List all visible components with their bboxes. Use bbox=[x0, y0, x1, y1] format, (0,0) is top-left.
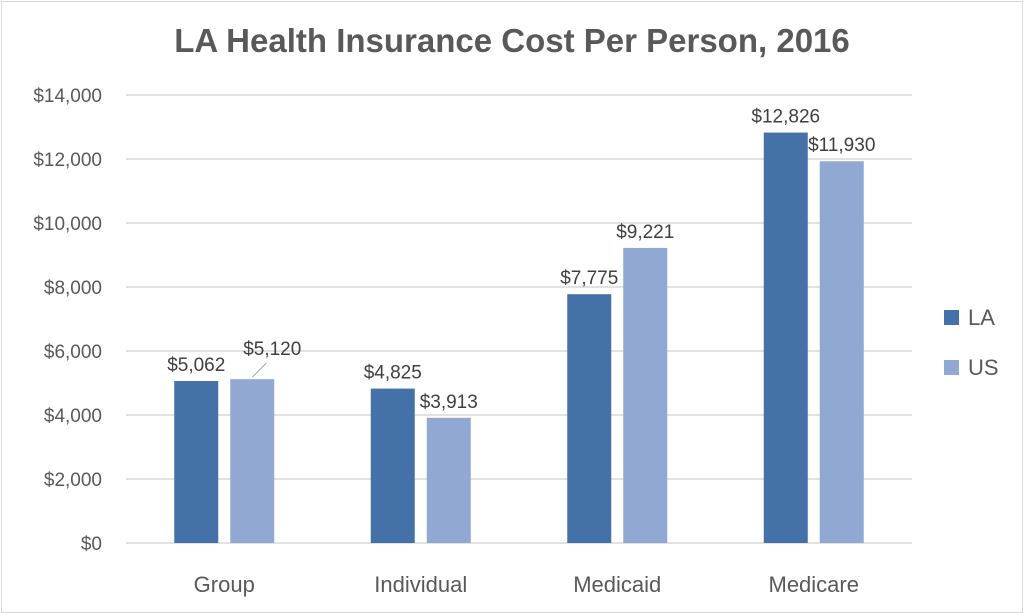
x-category-label: Individual bbox=[374, 572, 467, 597]
y-tick-label: $10,000 bbox=[33, 214, 102, 235]
y-tick-label: $12,000 bbox=[33, 150, 102, 171]
data-label: $11,930 bbox=[808, 135, 875, 156]
x-category-label: Medicare bbox=[769, 572, 859, 597]
y-tick-label: $8,000 bbox=[44, 278, 102, 299]
bar-la-individual bbox=[370, 388, 415, 543]
bar-us-individual bbox=[426, 417, 471, 543]
y-tick-label: $0 bbox=[81, 534, 102, 555]
bar-la-medicare bbox=[763, 132, 808, 543]
legend-swatch-la bbox=[944, 310, 959, 325]
bar-la-medicaid bbox=[567, 294, 612, 543]
bar-us-group bbox=[230, 379, 275, 543]
legend-label: LA bbox=[968, 305, 995, 330]
leader-line bbox=[251, 362, 267, 378]
y-tick-label: $4,000 bbox=[44, 406, 102, 427]
data-label: $7,775 bbox=[560, 268, 618, 289]
data-label: $12,826 bbox=[751, 107, 820, 128]
bar-la-group bbox=[174, 381, 219, 543]
bar-us-medicare bbox=[819, 161, 864, 544]
legend-swatch-us bbox=[944, 360, 959, 375]
legend-label: US bbox=[968, 355, 999, 380]
data-label: $5,062 bbox=[167, 355, 225, 376]
data-label: $9,221 bbox=[616, 222, 674, 243]
y-tick-label: $6,000 bbox=[44, 342, 102, 363]
chart-title: LA Health Insurance Cost Per Person, 201… bbox=[174, 22, 850, 59]
data-label: $5,120 bbox=[243, 339, 301, 360]
data-label: $3,913 bbox=[420, 392, 478, 413]
x-category-label: Group bbox=[194, 572, 255, 597]
y-tick-label: $14,000 bbox=[33, 86, 102, 107]
x-category-label: Medicaid bbox=[573, 572, 661, 597]
data-label: $4,825 bbox=[364, 363, 422, 384]
bar-us-medicaid bbox=[623, 247, 668, 544]
y-tick-label: $2,000 bbox=[44, 470, 102, 491]
